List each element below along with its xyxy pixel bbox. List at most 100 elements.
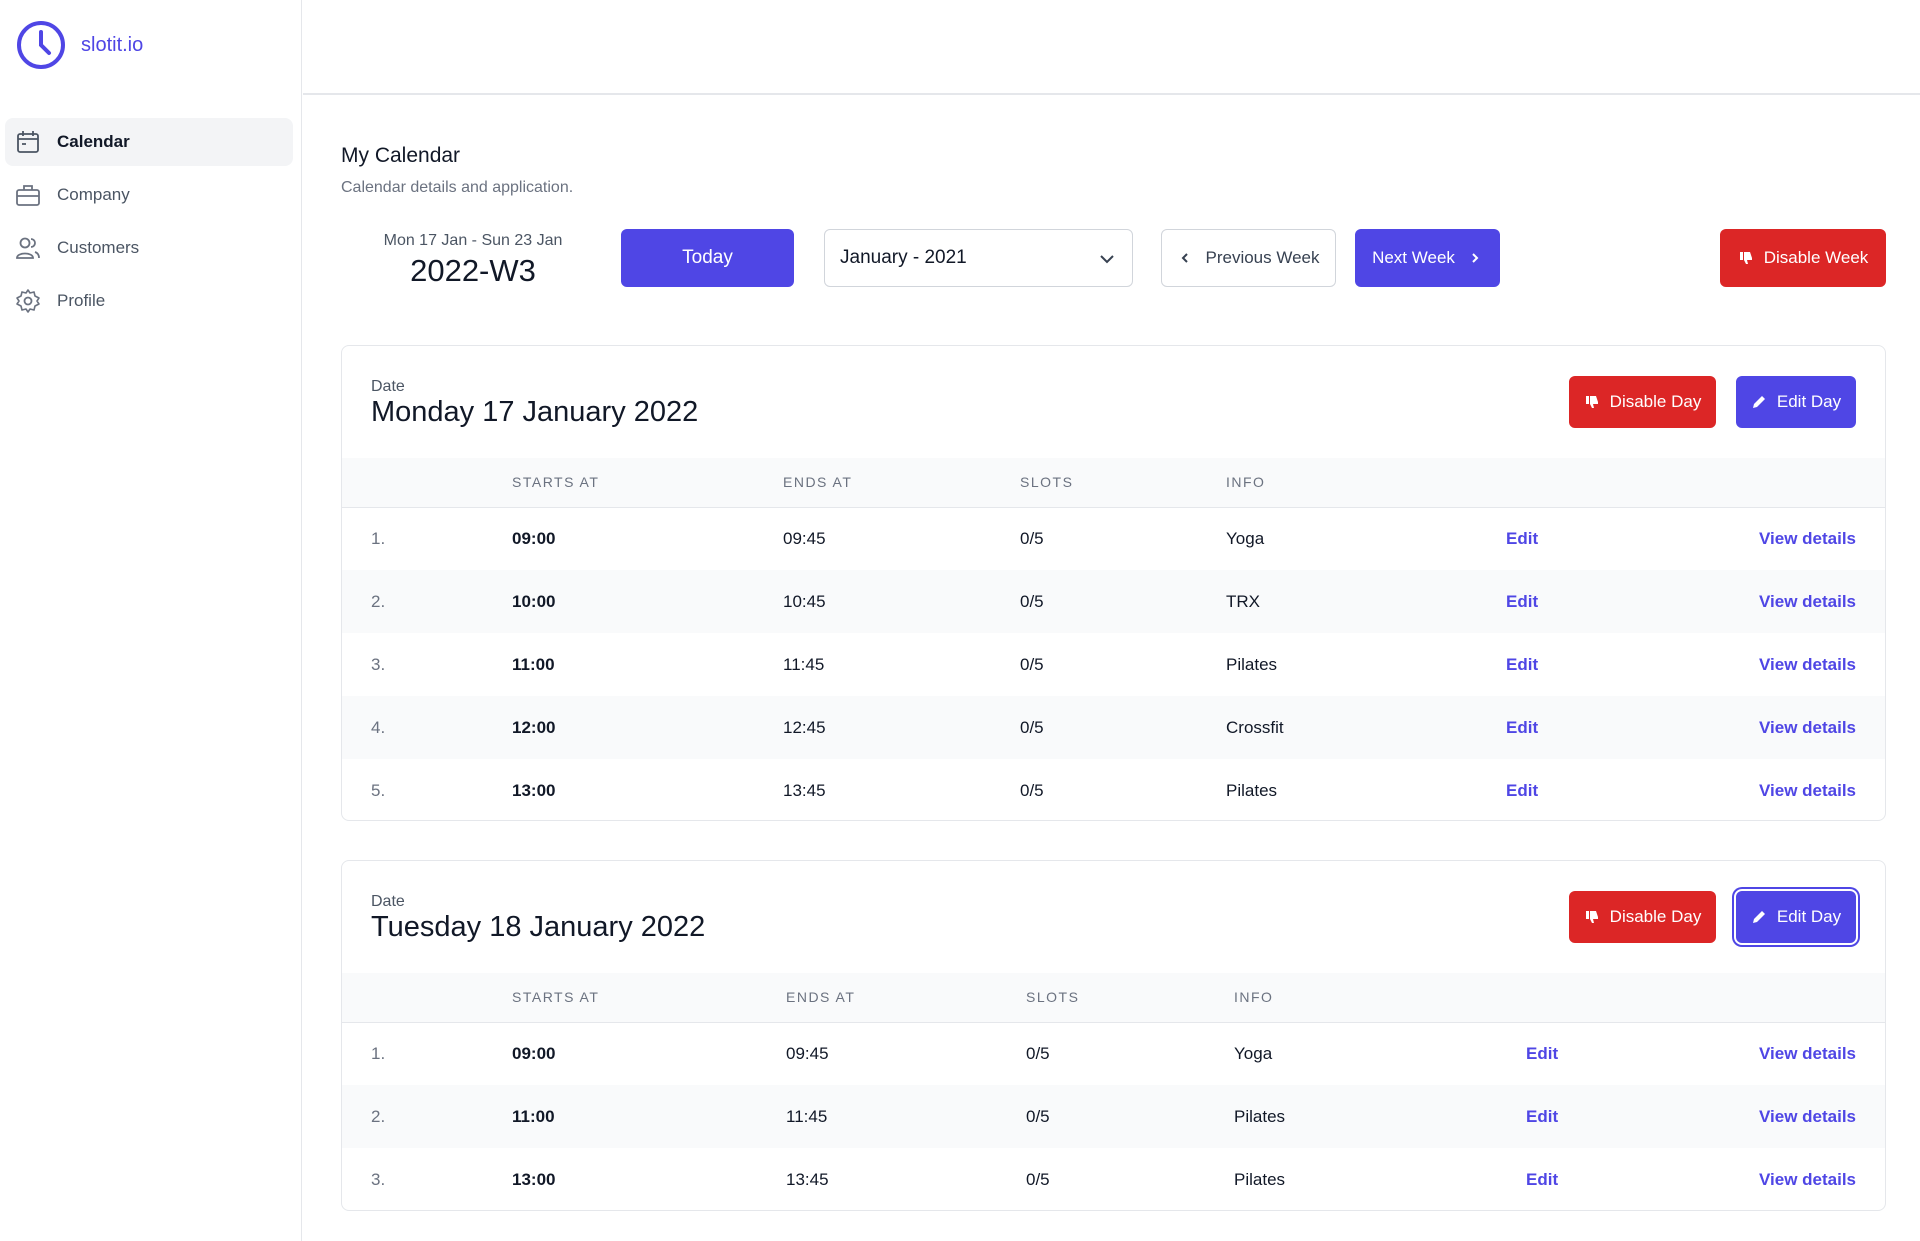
brand-name: slotit.io: [81, 33, 144, 56]
pencil-icon: [1752, 396, 1765, 408]
page-title: My Calendar: [341, 144, 461, 167]
header-edit: [1506, 458, 1686, 507]
view-details-link[interactable]: View details: [1758, 1043, 1856, 1063]
date-label: Date: [371, 893, 405, 910]
table-header-row: Starts at Ends at Slots Info: [342, 458, 1885, 507]
edit-link[interactable]: Edit: [1506, 591, 1539, 611]
disable-day-button[interactable]: Disable Day: [1569, 376, 1716, 428]
starts-at: 13:00: [512, 780, 556, 800]
view-details-link[interactable]: View details: [1758, 780, 1856, 800]
today-button[interactable]: Today: [621, 229, 794, 287]
day-date: Monday 17 January 2022: [371, 396, 699, 428]
edit-link[interactable]: Edit: [1506, 780, 1539, 800]
header-info: Info: [1226, 474, 1266, 491]
row-index: 2.: [371, 1106, 386, 1126]
ends-at: 11:45: [786, 1106, 828, 1126]
edit-link[interactable]: Edit: [1526, 1106, 1559, 1126]
previous-week-button[interactable]: Previous Week: [1161, 229, 1336, 287]
view-details-link[interactable]: View details: [1758, 1106, 1856, 1126]
table-header-row: Starts at Ends at Slots Info: [342, 973, 1885, 1022]
sidebar-item-calendar[interactable]: Calendar: [5, 118, 293, 166]
row-index: 2.: [371, 591, 386, 611]
next-week-button[interactable]: Next Week: [1355, 229, 1500, 287]
info: TRX: [1226, 591, 1260, 611]
thumbs-down-icon: [1585, 911, 1598, 923]
ends-at: 09:45: [783, 528, 826, 548]
slots: 0/5: [1020, 780, 1044, 800]
main-content: My Calendar Calendar details and applica…: [341, 95, 1920, 1241]
info: Pilates: [1234, 1169, 1286, 1189]
edit-link[interactable]: Edit: [1506, 717, 1539, 737]
page-subtitle: Calendar details and application.: [341, 179, 574, 196]
next-week-label: Next Week: [1372, 248, 1455, 267]
row-index: 5.: [371, 780, 386, 800]
view-details-link[interactable]: View details: [1758, 1169, 1856, 1189]
month-select-value: January - 2021: [840, 247, 967, 268]
table-row: 3. 11:00 11:45 0/5 Pilates Edit View det…: [342, 633, 1885, 696]
slots: 0/5: [1026, 1169, 1050, 1189]
header-ends-at: Ends at: [783, 474, 853, 491]
pencil-icon: [1752, 911, 1765, 923]
sidebar-item-customers[interactable]: Customers: [5, 224, 293, 272]
disable-day-button[interactable]: Disable Day: [1569, 891, 1716, 943]
row-index: 3.: [371, 1169, 386, 1189]
slots: 0/5: [1020, 591, 1044, 611]
slots: 0/5: [1020, 528, 1044, 548]
sidebar-item-profile[interactable]: Profile: [5, 277, 293, 325]
view-details-link[interactable]: View details: [1758, 591, 1856, 611]
table-row: 1. 09:00 09:45 0/5 Yoga Edit View detail…: [342, 1022, 1885, 1085]
row-index: 1.: [371, 1043, 386, 1063]
view-details-link[interactable]: View details: [1758, 528, 1856, 548]
info: Pilates: [1226, 780, 1278, 800]
view-details-link[interactable]: View details: [1758, 654, 1856, 674]
ends-at: 13:45: [786, 1169, 829, 1189]
slots: 0/5: [1026, 1106, 1050, 1126]
edit-link[interactable]: Edit: [1506, 654, 1539, 674]
starts-at: 13:00: [512, 1169, 556, 1189]
info: Pilates: [1234, 1106, 1286, 1126]
header-details: [1696, 973, 1885, 1022]
chevron-down-icon: [1100, 255, 1114, 264]
date-label: Date: [371, 378, 405, 395]
ends-at: 13:45: [783, 780, 826, 800]
slots: 0/5: [1026, 1043, 1050, 1063]
ends-at: 09:45: [786, 1043, 829, 1063]
edit-link[interactable]: Edit: [1526, 1043, 1559, 1063]
info: Crossfit: [1226, 717, 1284, 737]
sidebar-item-label: Profile: [57, 291, 106, 310]
row-index: 4.: [371, 717, 386, 737]
gear-icon: [16, 289, 40, 313]
calendar-icon: [17, 131, 39, 153]
header-details: [1686, 458, 1885, 507]
edit-day-button[interactable]: Edit Day: [1736, 891, 1856, 943]
edit-day-button[interactable]: Edit Day: [1736, 376, 1856, 428]
edit-day-label: Edit Day: [1776, 907, 1842, 926]
sidebar-item-label: Customers: [57, 238, 140, 257]
sidebar-nav: Calendar Company Customers Profile: [5, 118, 293, 330]
logo[interactable]: slotit.io: [16, 20, 143, 70]
sidebar-item-company[interactable]: Company: [5, 171, 293, 219]
slots: 0/5: [1020, 654, 1044, 674]
info: Pilates: [1226, 654, 1278, 674]
thumbs-down-icon: [1739, 252, 1752, 264]
header-index: [342, 973, 512, 1022]
month-select[interactable]: January - 2021: [824, 229, 1133, 287]
disable-week-button[interactable]: Disable Week: [1720, 229, 1886, 287]
edit-link[interactable]: Edit: [1526, 1169, 1559, 1189]
table-row: 3. 13:00 13:45 0/5 Pilates Edit View det…: [342, 1148, 1885, 1210]
previous-week-label: Previous Week: [1205, 248, 1320, 267]
chevron-right-icon: [1472, 253, 1479, 263]
disable-week-label: Disable Week: [1763, 248, 1869, 267]
sidebar: slotit.io Calendar Company Customers Pro…: [0, 0, 302, 1241]
table-row: 2. 10:00 10:45 0/5 TRX Edit View details: [342, 570, 1885, 633]
users-icon: [16, 237, 40, 259]
edit-link[interactable]: Edit: [1506, 528, 1539, 548]
week-code: 2022-W3: [410, 253, 536, 288]
header-edit: [1526, 973, 1696, 1022]
table-row: 4. 12:00 12:45 0/5 Crossfit Edit View de…: [342, 696, 1885, 759]
slots: 0/5: [1020, 717, 1044, 737]
thumbs-down-icon: [1585, 396, 1598, 408]
edit-day-label: Edit Day: [1776, 392, 1842, 411]
view-details-link[interactable]: View details: [1758, 717, 1856, 737]
chevron-left-icon: [1182, 253, 1189, 263]
